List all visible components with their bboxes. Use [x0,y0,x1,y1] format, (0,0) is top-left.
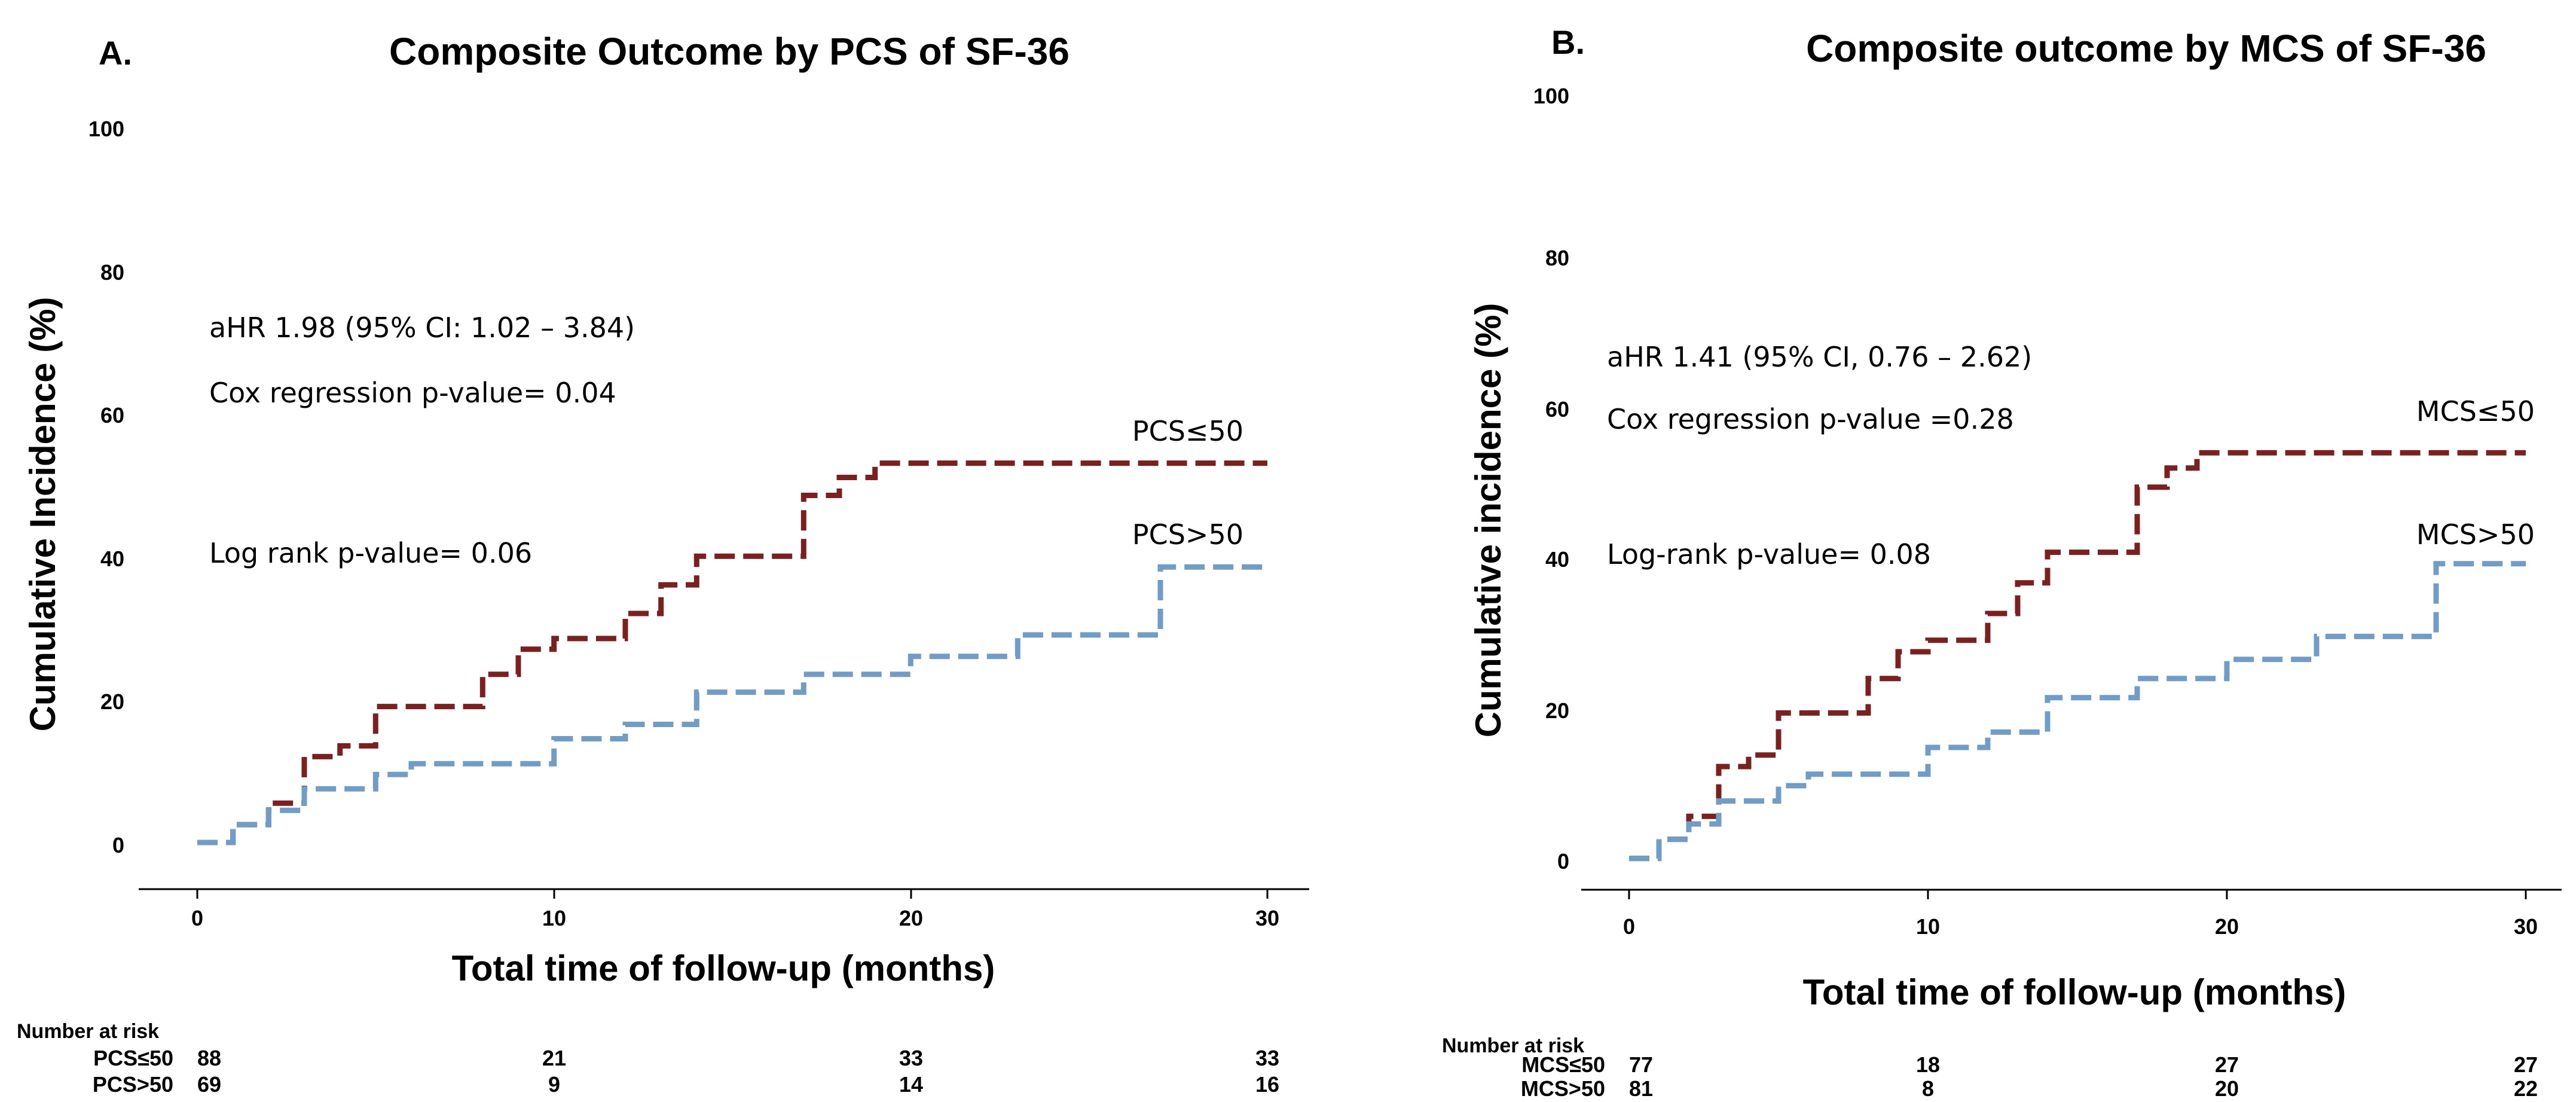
panel-b-y-tick-label: 60 [1545,397,1569,422]
panel-b-series-line-le50 [1629,450,2526,862]
panel-b-y-tick-label: 80 [1545,246,1569,270]
panel-a-risk-value: 33 [899,1046,923,1070]
panel-a-risk-row-label: PCS≤50 [93,1046,173,1070]
panel-b-log-rank-annotation: Log-rank p-value= 0.08 [1607,538,1931,570]
panel-a-y-tick-labels: 0 20 40 60 80 100 [88,117,124,857]
panel-a-y-tick-label: 80 [100,260,124,285]
panel-a: A. Composite Outcome by PCS of SF-36 Cum… [17,30,1309,1097]
panel-b-series-label: MCS≤50 [2416,395,2535,428]
panel-a-plot-area [197,460,1267,845]
panel-a-y-tick-label: 0 [112,833,124,857]
panel-a-x-tick-label: 20 [899,906,923,930]
panel-b-x-tick-label: 30 [2514,914,2538,939]
panel-b-plot-area [1629,450,2526,862]
panel-b-cox-p-value-annotation: Cox regression p-value =0.28 [1607,403,2014,435]
panel-b-annotations: aHR 1.41 (95% CI, 0.76 – 2.62) Cox regre… [1607,341,2032,570]
panel-b-y-tick-label: 20 [1545,698,1569,723]
panel-b-series-labels: MCS≤50 MCS>50 [2416,395,2535,551]
panel-b-x-axis-label: Total time of follow-up (months) [1803,972,2346,1012]
panel-b-risk-value: 77 [1629,1052,1653,1077]
panel-a-risk-value: 88 [197,1046,221,1070]
panel-b-x-tick-marks [1628,890,2527,899]
panel-b-risk-value: 27 [2514,1052,2538,1077]
panel-a-risk-table-title: Number at risk [17,1020,159,1043]
panel-b-risk-value: 81 [1629,1076,1653,1101]
panel-a-risk-value: 14 [899,1072,923,1097]
panel-a-y-tick-label: 60 [100,403,124,428]
panel-b-risk-table-title: Number at risk [1442,1034,1584,1057]
panel-b-y-axis-label: Cumulative incidence (%) [1468,303,1508,738]
panel-a-y-axis-label: Cumulative Incidence (%) [23,297,63,732]
panel-b-x-tick-label: 10 [1916,914,1940,939]
panel-a-series-labels: PCS≤50 PCS>50 [1132,415,1243,551]
panel-b-y-tick-labels: 0 20 40 60 80 100 [1533,84,1569,874]
panel-b-x-tick-label: 20 [2215,914,2239,939]
panel-a-risk-value: 33 [1255,1046,1279,1070]
panel-b-y-tick-label: 100 [1533,84,1569,108]
panel-b: B. Composite outcome by MCS of SF-36 Cum… [1442,23,2562,1101]
panel-b-risk-table: Number at risk MCS≤50 77 18 27 27 MCS>50… [1442,1034,2538,1101]
panel-a-title: Composite Outcome by PCS of SF-36 [389,30,1069,73]
panel-b-risk-value: 27 [2215,1052,2239,1077]
panel-a-cox-p-value-annotation: Cox regression p-value= 0.04 [209,377,616,409]
panel-a-risk-value: 69 [197,1072,221,1097]
panel-a-y-tick-label: 40 [100,547,124,571]
panel-b-y-tick-label: 0 [1557,849,1569,874]
panel-b-risk-row-label: MCS≤50 [1521,1052,1605,1077]
panel-a-x-tick-labels: 0 10 20 30 [191,906,1279,930]
panel-b-x-tick-labels: 0 10 20 30 [1623,914,2538,939]
panel-a-x-axis-label: Total time of follow-up (months) [452,948,995,988]
panel-a-series-line-le50 [197,460,1267,845]
panel-a-y-tick-label: 100 [88,117,124,141]
panel-a-series-label: PCS≤50 [1132,415,1243,447]
panel-a-risk-value: 16 [1255,1072,1279,1097]
panel-b-series-line-gt50 [1629,561,2526,862]
panel-b-risk-row-label: MCS>50 [1521,1076,1605,1101]
panel-a-hazard-ratio-annotation: aHR 1.98 (95% CI: 1.02 – 3.84) [209,312,635,344]
panel-a-x-tick-label: 0 [191,906,203,930]
panel-b-letter: B. [1551,23,1585,61]
panel-a-x-tick-label: 30 [1255,906,1279,930]
panel-a-risk-value: 9 [548,1072,560,1097]
panel-a-x-tick-marks [196,889,1269,899]
panel-a-series-label: PCS>50 [1132,518,1243,551]
panel-a-risk-row-label: PCS>50 [93,1072,173,1097]
panel-a-risk-table: Number at risk PCS≤50 88 21 33 33 PCS>50… [17,1020,1279,1097]
panel-b-risk-value: 22 [2514,1076,2538,1101]
panel-a-y-tick-label: 20 [100,689,124,714]
panel-b-risk-value: 8 [1922,1076,1934,1101]
panel-a-letter: A. [99,34,132,72]
panel-b-y-tick-label: 40 [1545,547,1569,572]
panel-a-x-tick-label: 10 [542,906,566,930]
panel-b-hazard-ratio-annotation: aHR 1.41 (95% CI, 0.76 – 2.62) [1607,341,2032,373]
panel-b-risk-value: 20 [2215,1076,2239,1101]
panel-a-series-line-gt50 [197,564,1267,845]
panel-a-annotations: aHR 1.98 (95% CI: 1.02 – 3.84) Cox regre… [209,312,635,569]
panel-b-title: Composite outcome by MCS of SF-36 [1806,27,2486,70]
panel-b-x-tick-label: 0 [1623,914,1635,939]
panel-b-risk-value: 18 [1916,1052,1940,1077]
panel-b-series-label: MCS>50 [2416,518,2535,551]
panel-a-risk-value: 21 [542,1046,566,1070]
panel-a-log-rank-annotation: Log rank p-value= 0.06 [209,537,532,569]
